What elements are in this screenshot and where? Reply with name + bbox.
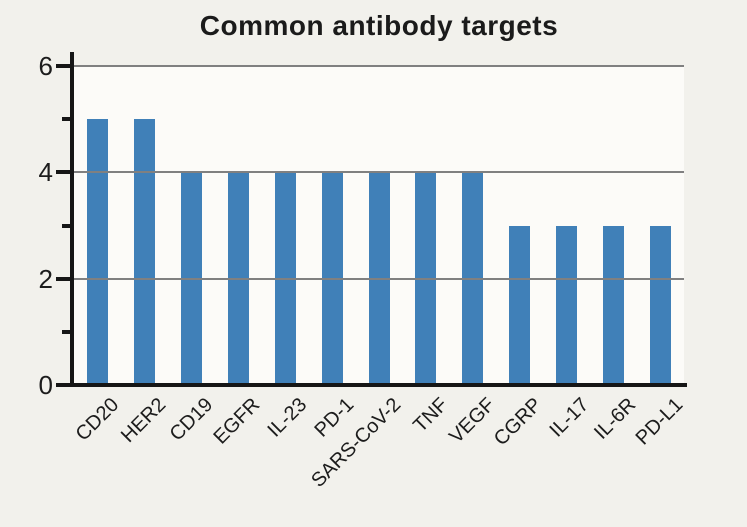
x-axis-spine (67, 383, 687, 387)
bar-cgrp (509, 225, 531, 385)
gridline-2 (74, 277, 684, 280)
y-minor-tick-5 (62, 117, 71, 122)
y-minor-tick-3 (62, 223, 71, 228)
y-major-tick-0 (56, 383, 71, 387)
chart-title: Common antibody targets (199, 10, 559, 41)
y-major-tick-2 (56, 276, 71, 281)
y-tick-label: 2 (38, 263, 53, 294)
plot-area (74, 65, 684, 385)
y-major-tick-4 (56, 170, 71, 175)
bar-il-6r (603, 225, 625, 385)
bar-her2 (133, 119, 155, 385)
bar-il-17 (556, 225, 578, 385)
gridline-6 (74, 65, 684, 67)
bar-cd20 (86, 119, 108, 385)
y-tick-label: 0 (38, 370, 53, 400)
gridline-4 (74, 171, 684, 174)
y-tick-label: 6 (38, 51, 53, 81)
y-tick-label: 4 (38, 157, 53, 188)
y-axis-spine (70, 52, 74, 387)
y-minor-tick-1 (62, 329, 71, 334)
y-major-tick-6 (56, 64, 71, 68)
bar-pd-l1 (650, 225, 672, 385)
